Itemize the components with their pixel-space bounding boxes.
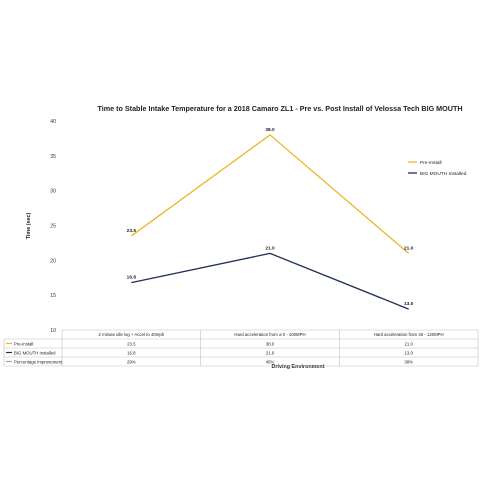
table-cell: 13.0 [404,350,413,355]
y-tick-label: 30 [50,189,56,195]
y-tick-label: 25 [50,224,56,230]
series-lines [130,134,410,310]
table-cell: 16.8 [127,350,136,355]
legend: Pre-Install BIG MOUTH Installed [408,160,467,177]
data-table: 2 minute idle log + Accel to 40mph Hard a… [3,329,479,367]
data-label: 38.0 [265,127,275,133]
y-axis-label: Time (sec) [26,213,32,240]
data-label: 21.0 [265,245,275,251]
table-cell: 21.0 [266,350,275,355]
table-cell: 29% [127,359,136,364]
data-label: 23.5 [127,228,137,234]
table-row-label: BIG MOUTH Installed [14,350,56,355]
table-cell: 45% [266,359,275,364]
table-cell: 38% [404,359,413,364]
x-tick-label: Hard acceleration from 40 - 120MPH [374,332,444,337]
table-cell: 38.0 [266,341,275,346]
table-cell: 23.5 [127,341,136,346]
y-tick-label: 35 [50,154,56,160]
legend-label: BIG MOUTH Installed [420,171,467,177]
table-cell: 21.0 [404,341,413,346]
data-label: 16.8 [127,275,137,281]
data-labels: 23.5 38.0 21.0 16.8 21.0 13.0 [127,127,414,307]
y-axis: 10 15 20 25 30 35 40 [50,119,56,334]
series-line-big-mouth-installed [131,252,409,310]
table-row-label: Percentage Improvement [14,359,63,364]
x-axis-label: Driving Environment [271,364,324,370]
y-tick-label: 20 [50,258,56,264]
x-tick-label: Hard acceleration from a 0 - 100MPH [234,332,305,337]
table-row-label: Pre-Install [14,341,33,346]
chart-title: Time to Stable Intake Temperature for a … [97,104,462,113]
legend-label: Pre-Install [420,160,442,166]
x-tick-label: 2 minute idle log + Accel to 40mph [99,332,165,337]
data-label: 21.0 [404,245,414,251]
y-tick-label: 15 [50,293,56,299]
y-tick-label: 10 [50,328,56,334]
y-tick-label: 40 [50,119,56,125]
series-line-pre-install [130,134,410,254]
data-label: 13.0 [404,301,414,307]
